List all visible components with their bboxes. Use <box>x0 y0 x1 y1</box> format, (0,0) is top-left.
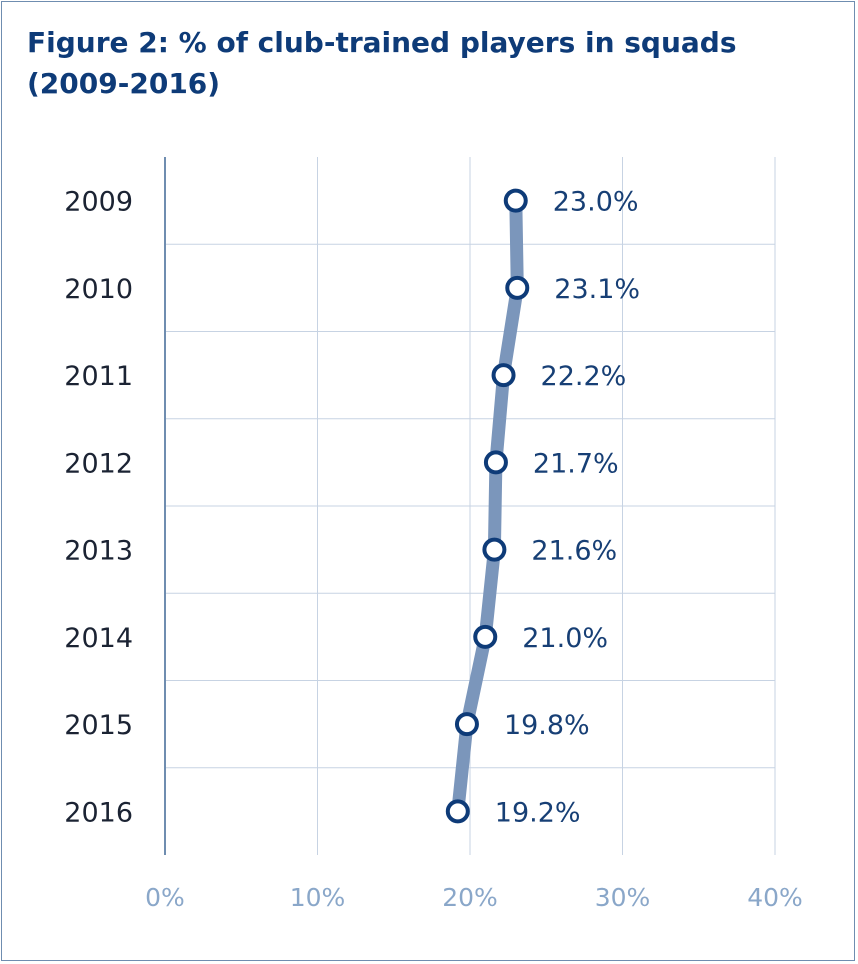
data-label: 19.2% <box>495 797 581 828</box>
y-category-label: 2016 <box>64 797 133 828</box>
data-point <box>473 624 498 649</box>
data-point <box>505 275 530 300</box>
y-category-label: 2011 <box>64 361 133 392</box>
series-line <box>451 194 524 818</box>
data-point <box>454 712 479 737</box>
labels: 0% 10% 20% 30% 40% 2009 2010 2011 2012 2013 2014 20… <box>64 187 803 912</box>
data-label: 22.2% <box>541 361 627 392</box>
data-point <box>503 188 528 213</box>
x-tick-label: 0% <box>145 883 185 912</box>
data-label: 23.0% <box>553 187 639 218</box>
data-points <box>445 188 530 824</box>
data-point <box>483 450 508 475</box>
y-category-label: 2013 <box>64 536 133 567</box>
data-label: 19.8% <box>504 710 590 741</box>
y-category-label: 2015 <box>64 710 133 741</box>
x-tick-label: 40% <box>747 883 803 912</box>
data-label: 21.0% <box>522 623 608 654</box>
y-category-label: 2009 <box>64 187 133 218</box>
y-category-label: 2014 <box>64 623 133 654</box>
chart-title: Figure 2: % of club-trained players in s… <box>27 26 737 100</box>
data-point <box>491 363 516 388</box>
x-tick-label: 10% <box>290 883 346 912</box>
series-line-layer <box>451 194 524 818</box>
data-label: 21.7% <box>533 448 619 479</box>
x-tick-label: 20% <box>442 883 498 912</box>
y-category-label: 2012 <box>64 448 133 479</box>
data-label: 23.1% <box>554 274 640 305</box>
data-point <box>445 799 470 824</box>
grid <box>165 157 776 855</box>
x-tick-label: 30% <box>595 883 651 912</box>
y-category-label: 2010 <box>64 274 133 305</box>
data-label: 21.6% <box>531 536 617 567</box>
data-point <box>482 537 507 562</box>
